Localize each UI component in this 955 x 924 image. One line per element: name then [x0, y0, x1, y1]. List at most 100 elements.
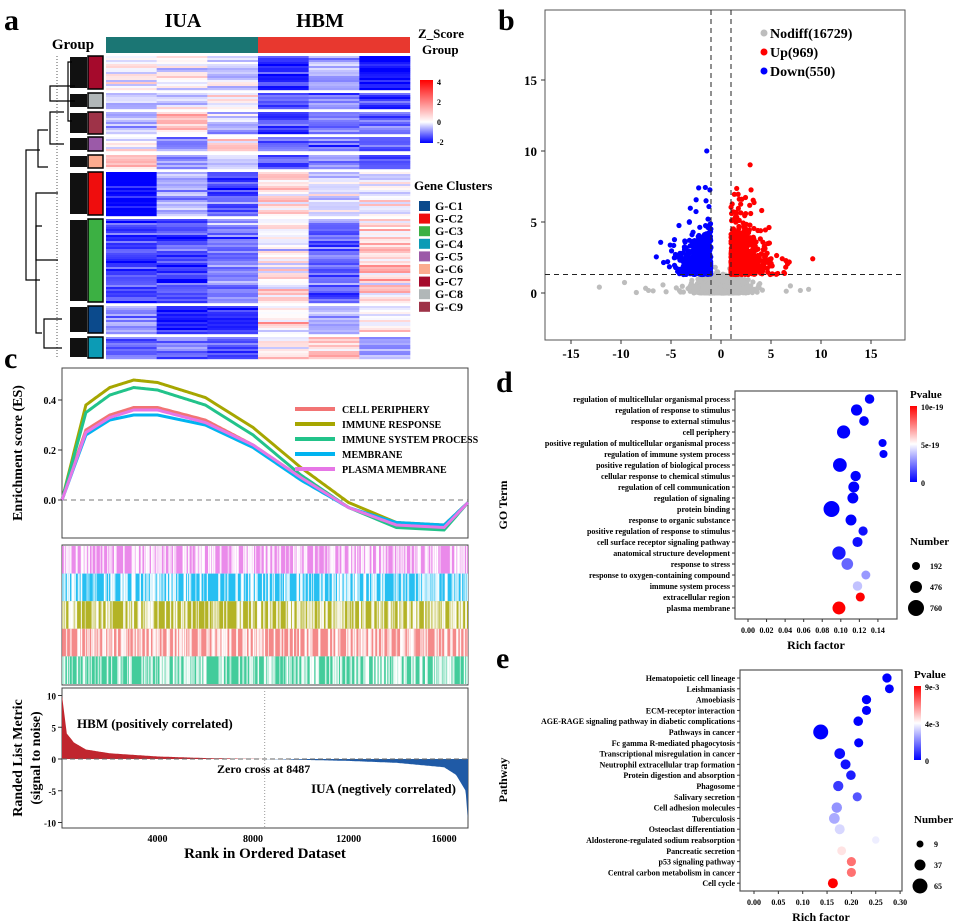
- heatmap-cell: [156, 126, 208, 129]
- heatmap-cell: [258, 198, 309, 201]
- heatmap-cell: [258, 99, 309, 102]
- up-point: [736, 196, 742, 202]
- heatmap-cell: [207, 74, 259, 77]
- heatmap-cell: [207, 289, 259, 292]
- heatmap-cell: [106, 82, 157, 85]
- heatmap-cell: [258, 251, 309, 254]
- heatmap-cell: [106, 345, 157, 348]
- heatmap-cell: [258, 227, 309, 230]
- colorbar-tick: 0: [437, 118, 441, 127]
- heatmap-cell: [207, 347, 259, 350]
- heatmap-cell: [156, 337, 208, 340]
- heatmap-cell: [258, 66, 309, 69]
- heatmap-cell: [359, 190, 411, 193]
- heatmap-cell: [359, 349, 411, 352]
- cluster-legend-swatch: [419, 289, 430, 300]
- heatmap-cell: [207, 330, 259, 333]
- heatmap-cell: [359, 93, 411, 96]
- group-bar-iua: [106, 37, 258, 53]
- heatmap-cell: [106, 95, 157, 98]
- heatmap-cell: [156, 66, 208, 69]
- heatmap-cell: [156, 159, 208, 162]
- heatmap-cell: [207, 310, 259, 313]
- heatmap-cell: [359, 84, 411, 87]
- heatmap-cell: [258, 128, 309, 131]
- heatmap-cell: [359, 182, 411, 185]
- heatmap-cell: [258, 72, 309, 75]
- heatmap-cell: [207, 219, 259, 222]
- heatmap-cell: [207, 184, 259, 187]
- heatmap-cell: [106, 180, 157, 183]
- heatmap-cell: [156, 257, 208, 260]
- heatmap-cell: [359, 245, 411, 248]
- heatmap-cell: [308, 196, 360, 199]
- heatmap-cell: [258, 137, 309, 140]
- heatmap-cell: [258, 277, 309, 280]
- heatmap-cell: [359, 88, 411, 91]
- cluster-legend-label: G-C7: [435, 275, 463, 289]
- heatmap-cell: [106, 188, 157, 191]
- heatmap-cell: [308, 281, 360, 284]
- heatmap-cell: [308, 221, 360, 224]
- heatmap-cell: [207, 206, 259, 209]
- heatmap-cell: [258, 194, 309, 197]
- heatmap-cell: [359, 287, 411, 290]
- heatmap-cell: [156, 78, 208, 81]
- nodiff-point: [650, 288, 656, 294]
- heatmap-cell: [156, 82, 208, 85]
- heatmap-cell: [207, 128, 259, 131]
- heatmap-cell: [156, 147, 208, 150]
- dendrogram-branch: [25, 149, 40, 281]
- heatmap-cell: [308, 66, 360, 69]
- heatmap-cell: [156, 72, 208, 75]
- heatmap-cell: [258, 190, 309, 193]
- heatmap-cell: [207, 137, 259, 140]
- heatmap-cell: [207, 182, 259, 185]
- heatmap-cell: [359, 306, 411, 309]
- heatmap-cell: [207, 245, 259, 248]
- heatmap-cell: [207, 212, 259, 215]
- heatmap-cell: [258, 339, 309, 342]
- heatmap-cell: [106, 210, 157, 213]
- heatmap-cell: [156, 184, 208, 187]
- heatmap-cell: [308, 337, 360, 340]
- heatmap-cell: [359, 285, 411, 288]
- heatmap-cell: [156, 295, 208, 298]
- heatmap-cell: [258, 88, 309, 91]
- heatmap-cell: [359, 68, 411, 71]
- heatmap-cell: [207, 122, 259, 125]
- heatmap-cell: [207, 204, 259, 207]
- heatmap-cell: [106, 297, 157, 300]
- heatmap-cell: [106, 351, 157, 354]
- heatmap-cell: [359, 174, 411, 177]
- cluster-legend-label: G-C6: [435, 262, 463, 276]
- heatmap-cell: [258, 267, 309, 270]
- heatmap-cell: [308, 172, 360, 175]
- heatmap-cell: [258, 145, 309, 148]
- heatmap-cell: [359, 143, 411, 146]
- heatmap-cell: [258, 239, 309, 242]
- cluster-annotation: [87, 218, 104, 303]
- heatmap-cell: [359, 221, 411, 224]
- heatmap-cell: [106, 269, 157, 272]
- heatmap-cell: [258, 80, 309, 83]
- heatmap-cell: [207, 58, 259, 61]
- heatmap-cell: [156, 157, 208, 160]
- heatmap-cell: [359, 70, 411, 73]
- heatmap-cell: [106, 118, 157, 121]
- heatmap-cell: [308, 306, 360, 309]
- heatmap-cell: [106, 227, 157, 230]
- heatmap-cell: [106, 128, 157, 131]
- cluster-legend-swatch: [419, 238, 430, 249]
- heatmap-cell: [359, 176, 411, 179]
- heatmap-cell: [258, 291, 309, 294]
- heatmap-cell: [156, 101, 208, 104]
- heatmap-cell: [359, 112, 411, 115]
- heatmap-cell: [359, 122, 411, 125]
- heatmap-cell: [359, 178, 411, 181]
- heatmap-cell: [106, 137, 157, 140]
- heatmap-cell: [359, 64, 411, 67]
- heatmap-cell: [156, 167, 208, 170]
- cluster-legend-label: G-C2: [435, 212, 463, 226]
- heatmap-cell: [308, 84, 360, 87]
